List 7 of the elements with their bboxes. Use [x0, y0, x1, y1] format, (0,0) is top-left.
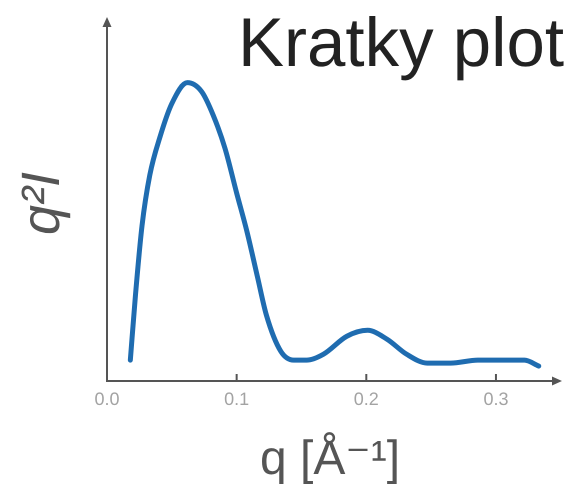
- x-tick-label: 0.0: [94, 388, 120, 409]
- y-axis-title: q²I: [11, 172, 72, 236]
- x-tick-label: 0.3: [483, 388, 508, 409]
- x-tick-label: 0.1: [224, 388, 250, 409]
- x-axis-title: q [Å⁻¹]: [260, 432, 400, 486]
- x-tick-label: 0.2: [354, 388, 379, 409]
- chart-title: Kratky plot: [238, 4, 564, 81]
